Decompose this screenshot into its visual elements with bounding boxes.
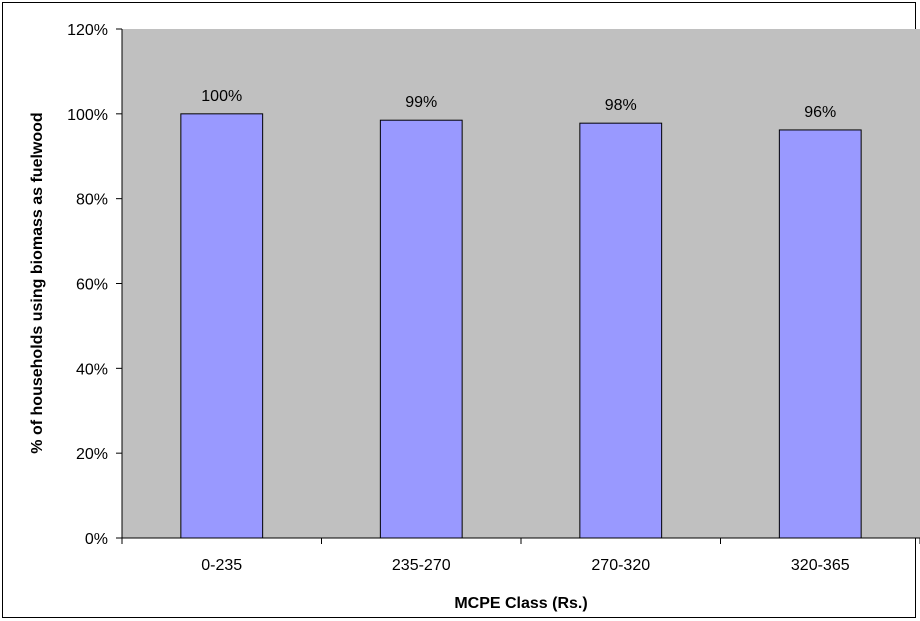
- x-tick-label: 270-320: [591, 557, 650, 574]
- bar-0-235: [180, 113, 264, 539]
- y-tick-label: 60%: [76, 277, 108, 294]
- y-tick-label: 20%: [76, 446, 108, 463]
- x-tick-label: 320-365: [791, 557, 850, 574]
- y-tick-label: 0%: [85, 531, 108, 548]
- bars: [180, 113, 862, 539]
- data-label: 100%: [201, 88, 242, 105]
- y-tick-label: 100%: [67, 107, 108, 124]
- data-label: 96%: [804, 104, 836, 121]
- data-labels: 100% 99% 98% 96%: [201, 88, 836, 121]
- bar-235-270: [379, 119, 463, 539]
- y-tick-label: 80%: [76, 192, 108, 209]
- x-tick-label: 0-235: [201, 557, 242, 574]
- bar-320-365: [778, 129, 862, 539]
- bar-270-320: [579, 122, 663, 539]
- y-axis-title: % of households using biomass as fuelwoo…: [29, 112, 46, 453]
- x-axis: 0-235 235-270 270-320 320-365: [121, 537, 920, 574]
- data-label: 98%: [605, 97, 637, 114]
- y-tick-label: 120%: [67, 22, 108, 39]
- x-tick-label: 235-270: [392, 557, 451, 574]
- y-axis: 0% 20% 40% 60% 80% 100% 120%: [67, 22, 123, 548]
- x-axis-title: MCPE Class (Rs.): [454, 595, 587, 612]
- y-tick-label: 40%: [76, 361, 108, 378]
- data-label: 99%: [405, 94, 437, 111]
